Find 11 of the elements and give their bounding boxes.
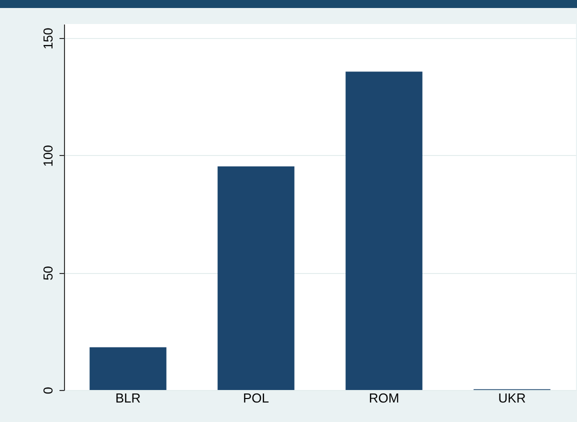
- y-tick-label: 100: [40, 145, 56, 167]
- y-tick-label: 50: [40, 266, 56, 280]
- bar: [346, 72, 422, 390]
- x-tick-label: ROM: [368, 390, 400, 406]
- y-tick-label: 150: [40, 28, 56, 50]
- bar: [218, 166, 294, 390]
- x-tick-label: UKR: [498, 390, 526, 406]
- x-tick-label: BLR: [115, 390, 141, 406]
- y-tick-label: 0: [40, 386, 56, 394]
- x-tick-label: POL: [242, 390, 270, 406]
- bar: [90, 347, 166, 390]
